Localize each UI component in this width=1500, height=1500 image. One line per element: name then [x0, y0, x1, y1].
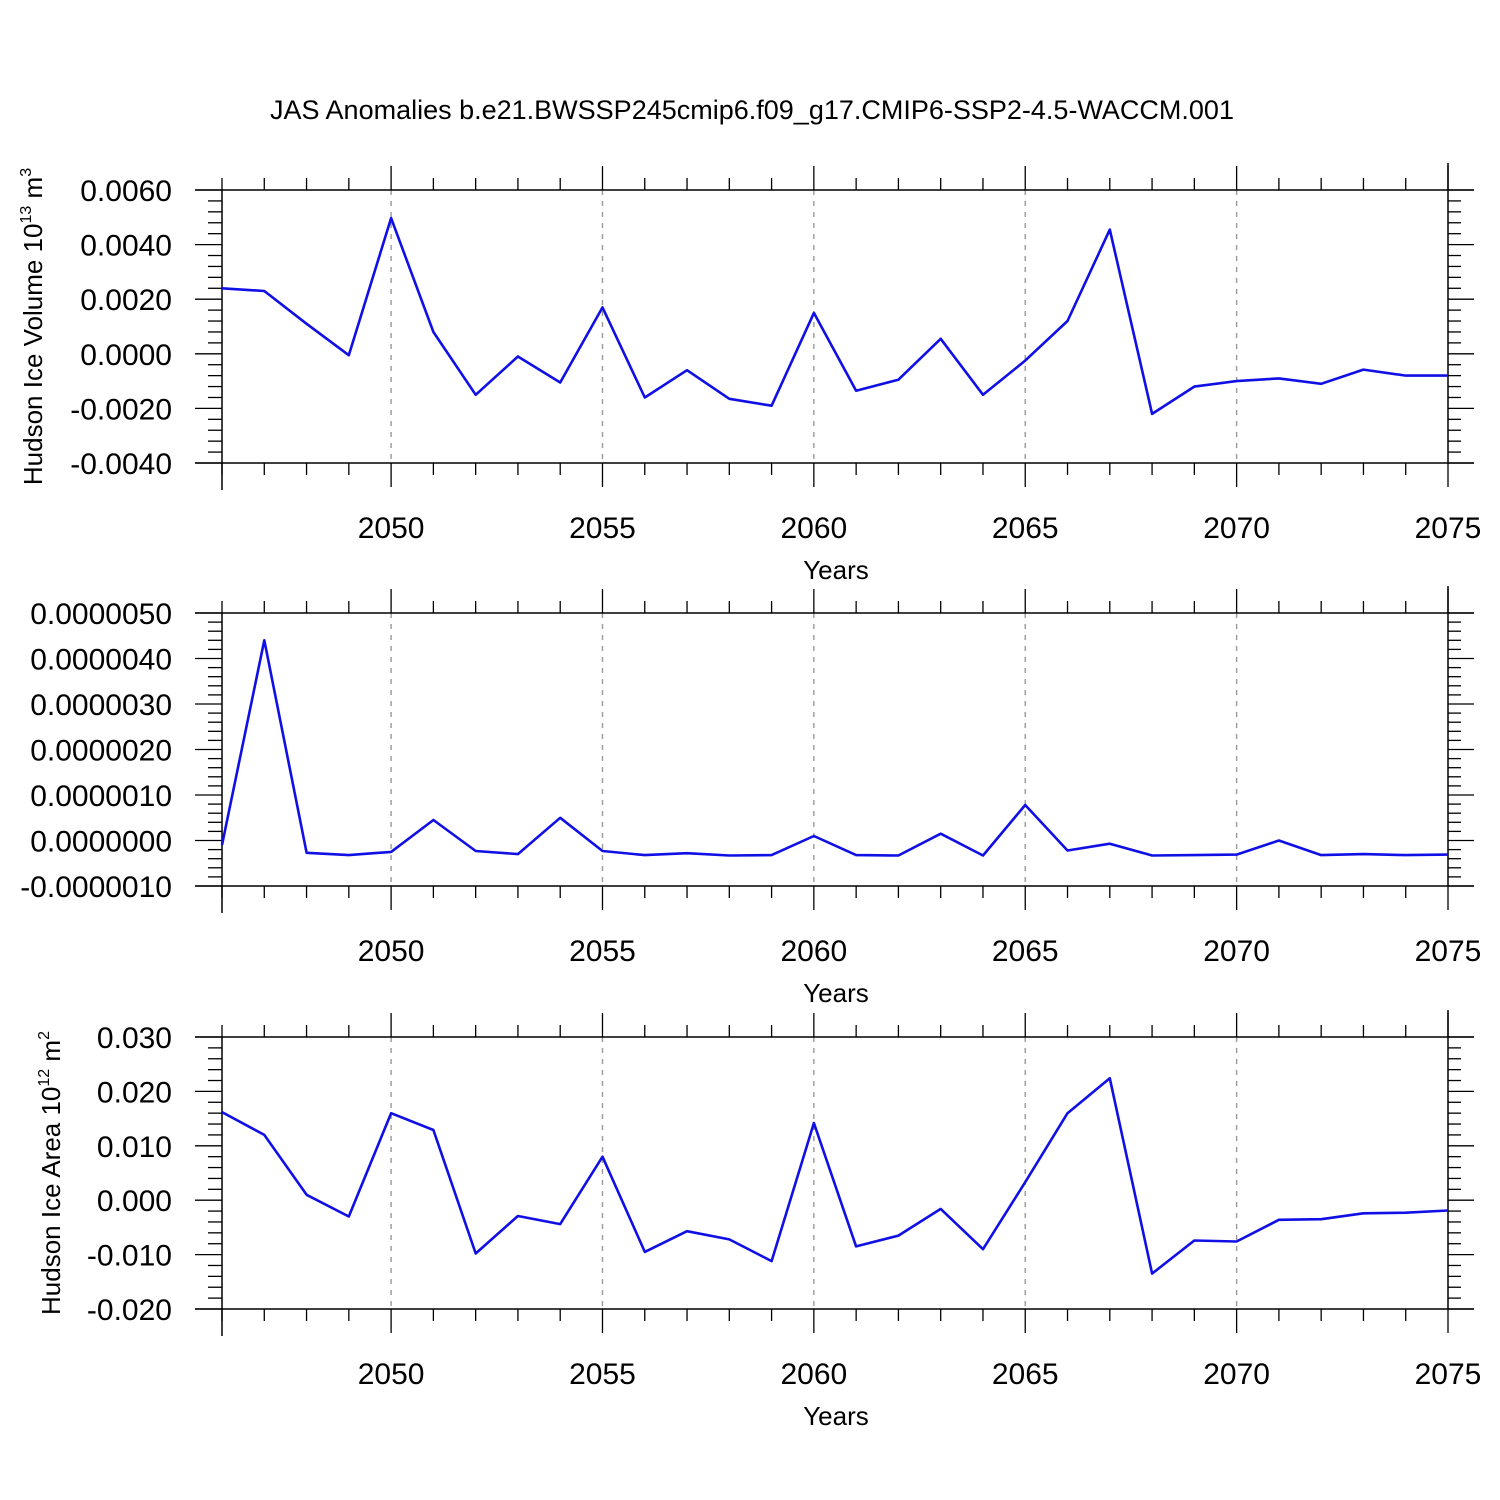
x-tick-label: 2075: [1415, 935, 1482, 968]
x-tick-label: 2050: [358, 935, 425, 968]
x-tick-label: 2075: [1415, 1358, 1482, 1391]
y-tick-label: 0.0000040: [30, 644, 172, 677]
x-tick-label: 2055: [569, 512, 636, 545]
y-tick-label: 0.0000020: [30, 735, 172, 768]
y-tick-label: -0.010: [87, 1240, 172, 1273]
x-tick-label: 2070: [1203, 935, 1270, 968]
x-tick-label: 2070: [1203, 1358, 1270, 1391]
y-tick-label: 0.0040: [80, 230, 172, 263]
x-tick-label: 2060: [780, 512, 847, 545]
ice-area-panel: -0.020 -0.010 0.000 0.010 0.020 0.030 2050 2055…: [36, 1010, 1481, 1431]
y-tick-label: -0.0040: [70, 448, 172, 481]
x-tick-label: 2075: [1415, 512, 1482, 545]
figure-title: JAS Anomalies b.e21.BWSSP245cmip6.f09_g1…: [270, 95, 1234, 125]
x-tick-label: 2060: [780, 1358, 847, 1391]
x-tick-label: 2065: [992, 1358, 1059, 1391]
x-tick-label: 2070: [1203, 512, 1270, 545]
y-tick-label: 0.0000050: [30, 598, 172, 631]
x-tick-label: 2050: [358, 1358, 425, 1391]
series-line: [220, 638, 1449, 857]
y-tick-label: 0.0020: [80, 284, 172, 317]
x-tick-label: 2060: [780, 935, 847, 968]
x-tick-label: 2050: [358, 512, 425, 545]
x-tick-label: 2065: [992, 512, 1059, 545]
series-line: [221, 216, 1448, 416]
x-axis-label: Years: [803, 978, 869, 1008]
y-tick-label: 0.0060: [80, 175, 172, 208]
x-axis-label: Years: [803, 555, 869, 585]
y-axis-label: Hudson Ice Volume 1013 m3: [18, 168, 48, 485]
y-tick-label: 0.010: [97, 1131, 172, 1164]
y-tick-label: 0.000: [97, 1185, 172, 1218]
x-axis-label: Years: [803, 1401, 869, 1431]
middle-anomaly-panel: -0.0000010 0.0000000 0.0000010 0.0000020 0.0…: [20, 586, 1481, 1008]
y-tick-label: -0.0020: [70, 393, 172, 426]
y-tick-label: 0.0000030: [30, 689, 172, 722]
y-tick-label: 0.020: [97, 1076, 172, 1109]
ice-volume-panel: -0.0040 -0.0020 0.0000 0.0020 0.0040 0.0060 20…: [18, 163, 1481, 585]
y-axis-label: Hudson Ice Area 1012 m2: [36, 1031, 66, 1315]
y-tick-label: 0.0000010: [30, 780, 172, 813]
y-tick-label: -0.0000010: [20, 871, 172, 904]
y-tick-label: 0.030: [97, 1022, 172, 1055]
x-tick-label: 2055: [569, 1358, 636, 1391]
y-tick-label: 0.0000000: [30, 826, 172, 859]
y-tick-label: -0.020: [87, 1294, 172, 1327]
x-tick-label: 2065: [992, 935, 1059, 968]
series-line: [221, 1077, 1449, 1275]
y-tick-label: 0.0000: [80, 339, 172, 372]
x-tick-label: 2055: [569, 935, 636, 968]
